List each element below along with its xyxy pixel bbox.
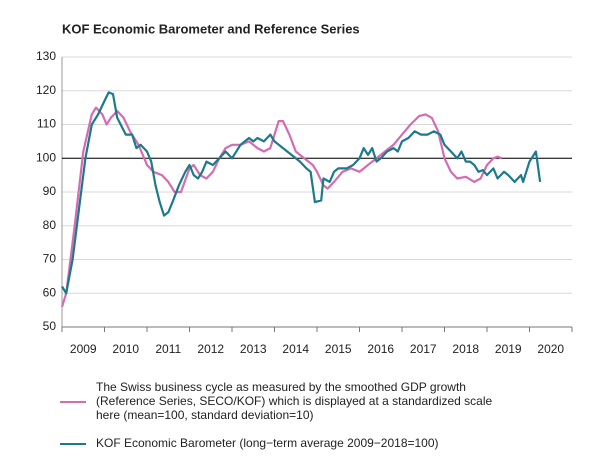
x-tick-label: 2014 (282, 342, 309, 356)
y-tick-label: 90 (43, 184, 57, 198)
x-tick-label: 2015 (325, 342, 352, 356)
x-tick-label: 2013 (240, 342, 267, 356)
y-tick-label: 60 (43, 285, 57, 299)
legend-item: The Swiss business cycle as measured by … (60, 380, 500, 422)
legend-label: KOF Economic Barometer (long−term averag… (96, 436, 439, 450)
x-tick-label: 2012 (197, 342, 224, 356)
x-tick-label: 2010 (112, 342, 139, 356)
y-tick-label: 50 (43, 319, 57, 333)
series-line (61, 91, 542, 295)
legend-label: The Swiss business cycle as measured by … (96, 380, 493, 422)
y-tick-label: 120 (36, 83, 56, 97)
chart: KOF Economic Barometer and Reference Ser… (36, 21, 573, 356)
legend-swatch (60, 401, 86, 403)
legend-item: KOF Economic Barometer (long−term averag… (60, 436, 500, 450)
x-tick-label: 2009 (70, 342, 97, 356)
y-tick-label: 80 (43, 218, 57, 232)
y-tick-label: 70 (43, 252, 57, 266)
x-tick-label: 2018 (452, 342, 479, 356)
series-line (60, 106, 503, 308)
chart-title: KOF Economic Barometer and Reference Ser… (62, 21, 360, 36)
y-tick-label: 100 (36, 150, 56, 164)
y-tick-label: 130 (36, 49, 56, 63)
x-tick-label: 2011 (155, 342, 181, 356)
x-tick-label: 2017 (410, 342, 437, 356)
legend-swatch (60, 443, 86, 445)
y-tick-label: 110 (37, 117, 56, 131)
x-tick-label: 2016 (367, 342, 394, 356)
x-tick-label: 2019 (495, 342, 522, 356)
x-tick-label: 2020 (537, 342, 564, 356)
